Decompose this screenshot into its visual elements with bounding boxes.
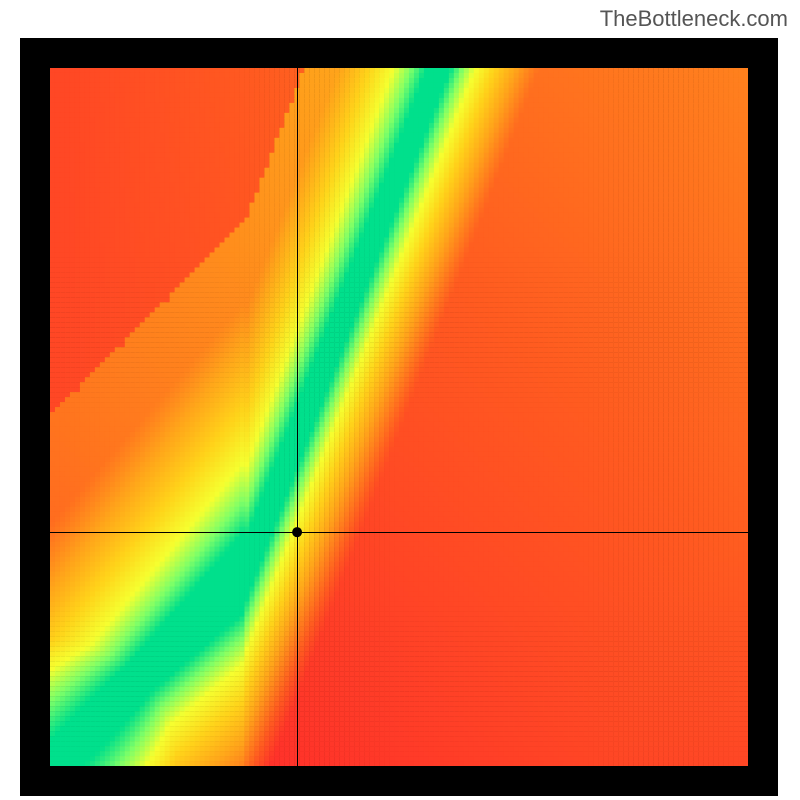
heatmap-frame [20, 38, 778, 796]
crosshair-dot-layer [50, 68, 748, 766]
attribution-text: TheBottleneck.com [600, 6, 788, 32]
crosshair-dot [292, 527, 302, 537]
heatmap-area [50, 68, 748, 766]
